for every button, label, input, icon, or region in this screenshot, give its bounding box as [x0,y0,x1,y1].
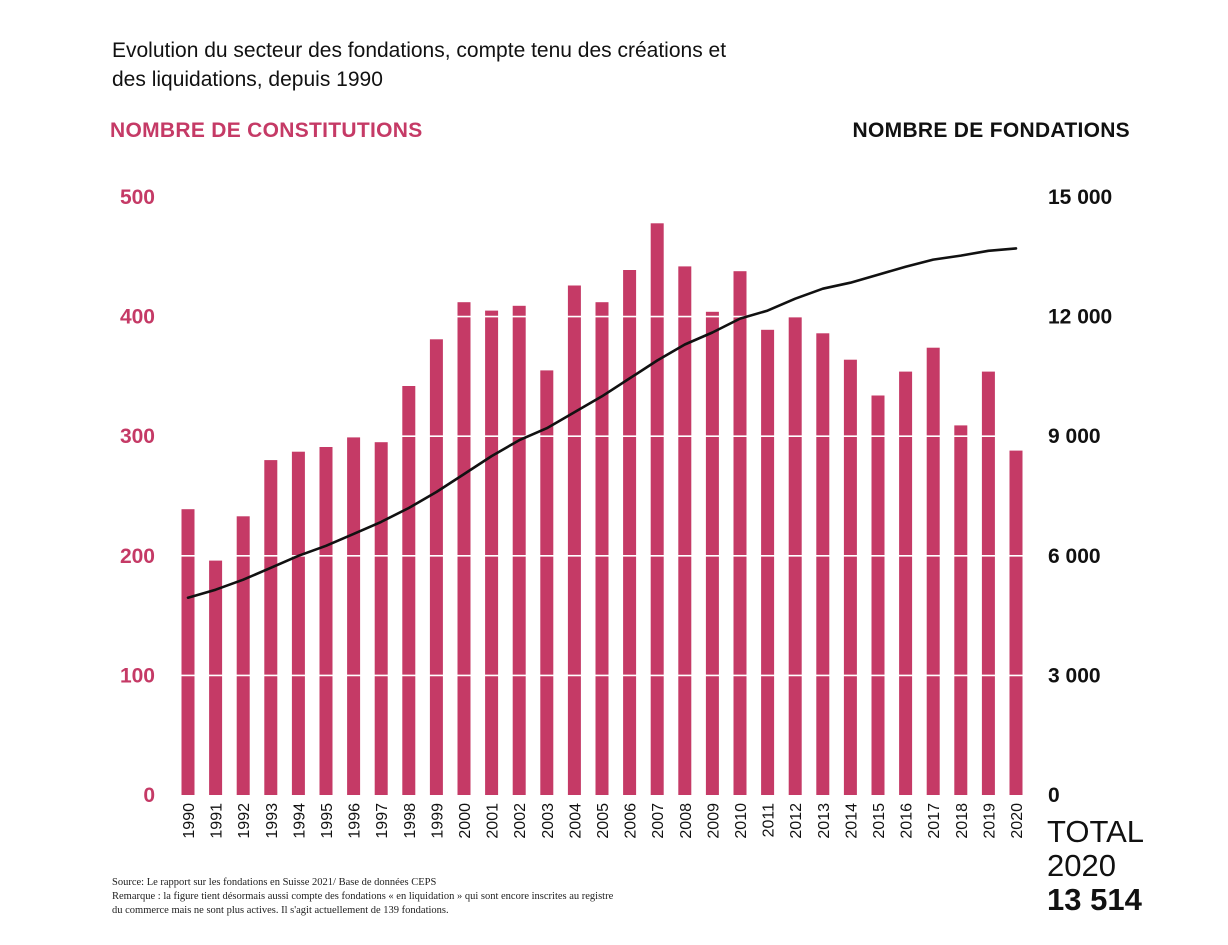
x-tick-label: 2020 [1009,803,1026,839]
chart-title: Evolution du secteur des fondations, com… [112,39,727,91]
bar-1999 [429,339,443,795]
bar-2003 [540,370,554,795]
x-tick-label: 2005 [595,803,612,839]
x-tick-label: 2001 [485,803,502,839]
bar-1990 [181,509,195,795]
right-tick-label: 3 000 [1048,664,1101,687]
bar-1995 [319,447,333,795]
bar-2014 [843,359,857,795]
bar-2000 [457,302,471,795]
bar-2019 [981,371,995,795]
left-tick-label: 0 [143,784,155,807]
gridlines [176,315,1030,677]
bar-1993 [264,460,278,795]
bar-2001 [485,310,499,795]
x-tick-label: 2012 [788,803,805,839]
x-tick-label: 2013 [816,803,833,839]
total-label: TOTAL [1047,814,1145,849]
total-value: 13 514 [1047,882,1142,917]
x-tick-label: 1997 [374,803,391,839]
total-year: 2020 [1047,848,1116,883]
x-tick-label: 1993 [264,803,281,839]
right-tick-label: 15 000 [1048,186,1112,209]
bar-1996 [347,437,361,795]
bar-1997 [374,442,388,795]
total-box: TOTAL 2020 13 514 [1047,815,1144,917]
left-tick-label: 100 [120,664,155,687]
x-tick-label: 1998 [402,803,419,839]
bar-2017 [926,347,940,795]
x-tick-label: 2006 [623,803,640,839]
x-tick-label: 2000 [457,803,474,839]
bar-2006 [623,270,637,795]
x-tick-label: 2018 [954,803,971,839]
left-axis-ticks: 0 100 200 300 400 500 [120,186,155,807]
x-tick-label: 2009 [705,803,722,839]
bar-1992 [236,516,250,795]
line-layer [186,247,1018,600]
bar-2005 [595,302,609,795]
left-tick-label: 400 [120,306,155,329]
x-tick-label: 2002 [512,803,529,839]
right-axis-ticks: 0 3 000 6 000 9 000 12 000 15 000 [1048,186,1112,807]
right-tick-label: 12 000 [1048,306,1112,329]
left-tick-label: 500 [120,186,155,209]
bar-2007 [650,223,664,796]
bar-2015 [871,395,885,795]
bar-2008 [678,266,692,795]
x-axis-ticks: 1990 1991 1992 1993 1994 1995 1996 1997 1998 1999… [181,803,1026,839]
x-tick-label: 2003 [540,803,557,839]
right-tick-label: 6 000 [1048,545,1101,568]
right-tick-label: 9 000 [1048,425,1101,448]
bar-2018 [954,425,968,795]
x-tick-label: 1994 [291,803,308,839]
right-tick-label: 0 [1048,784,1060,807]
x-tick-label: 1996 [347,803,364,839]
bar-2020 [1009,450,1023,795]
bar-2002 [512,305,526,795]
x-tick-label: 1991 [209,803,226,839]
x-tick-label: 2010 [733,803,750,839]
left-tick-label: 300 [120,425,155,448]
x-tick-label: 2017 [926,803,943,839]
bar-1991 [209,560,223,795]
x-tick-label: 2008 [678,803,695,839]
left-tick-label: 200 [120,545,155,568]
source-note: Source: Le rapport sur les fondations en… [112,877,437,888]
x-tick-label: 2015 [871,803,888,839]
bar-2004 [567,285,581,795]
x-tick-label: 2016 [899,803,916,839]
x-tick-label: 1995 [319,803,336,839]
line-fondations [186,247,1018,600]
x-tick-label: 2019 [981,803,998,839]
x-tick-label: 2014 [843,803,860,839]
remark-line-1: Remarque : la figure tient désormais aus… [112,891,614,902]
bars-layer [181,223,1023,796]
bar-2010 [733,271,747,795]
remark-line-2: du commerce mais ne sont plus actives. I… [112,905,449,916]
bar-2013 [816,333,830,795]
x-tick-label: 1992 [236,803,253,839]
left-axis-title: NOMBRE DE CONSTITUTIONS [110,119,423,142]
footnote: Source: Le rapport sur les fondations en… [112,876,752,918]
right-axis-title: NOMBRE DE FONDATIONS [852,119,1130,142]
bar-1994 [291,451,305,795]
x-tick-label: 1999 [429,803,446,839]
bar-2016 [899,371,913,795]
x-tick-label: 1990 [181,803,198,839]
x-tick-label: 2004 [567,803,584,839]
bar-2009 [705,311,719,795]
x-tick-label: 2011 [761,803,778,838]
bar-1998 [402,386,416,795]
x-tick-label: 2007 [650,803,667,839]
bar-2011 [761,329,775,795]
